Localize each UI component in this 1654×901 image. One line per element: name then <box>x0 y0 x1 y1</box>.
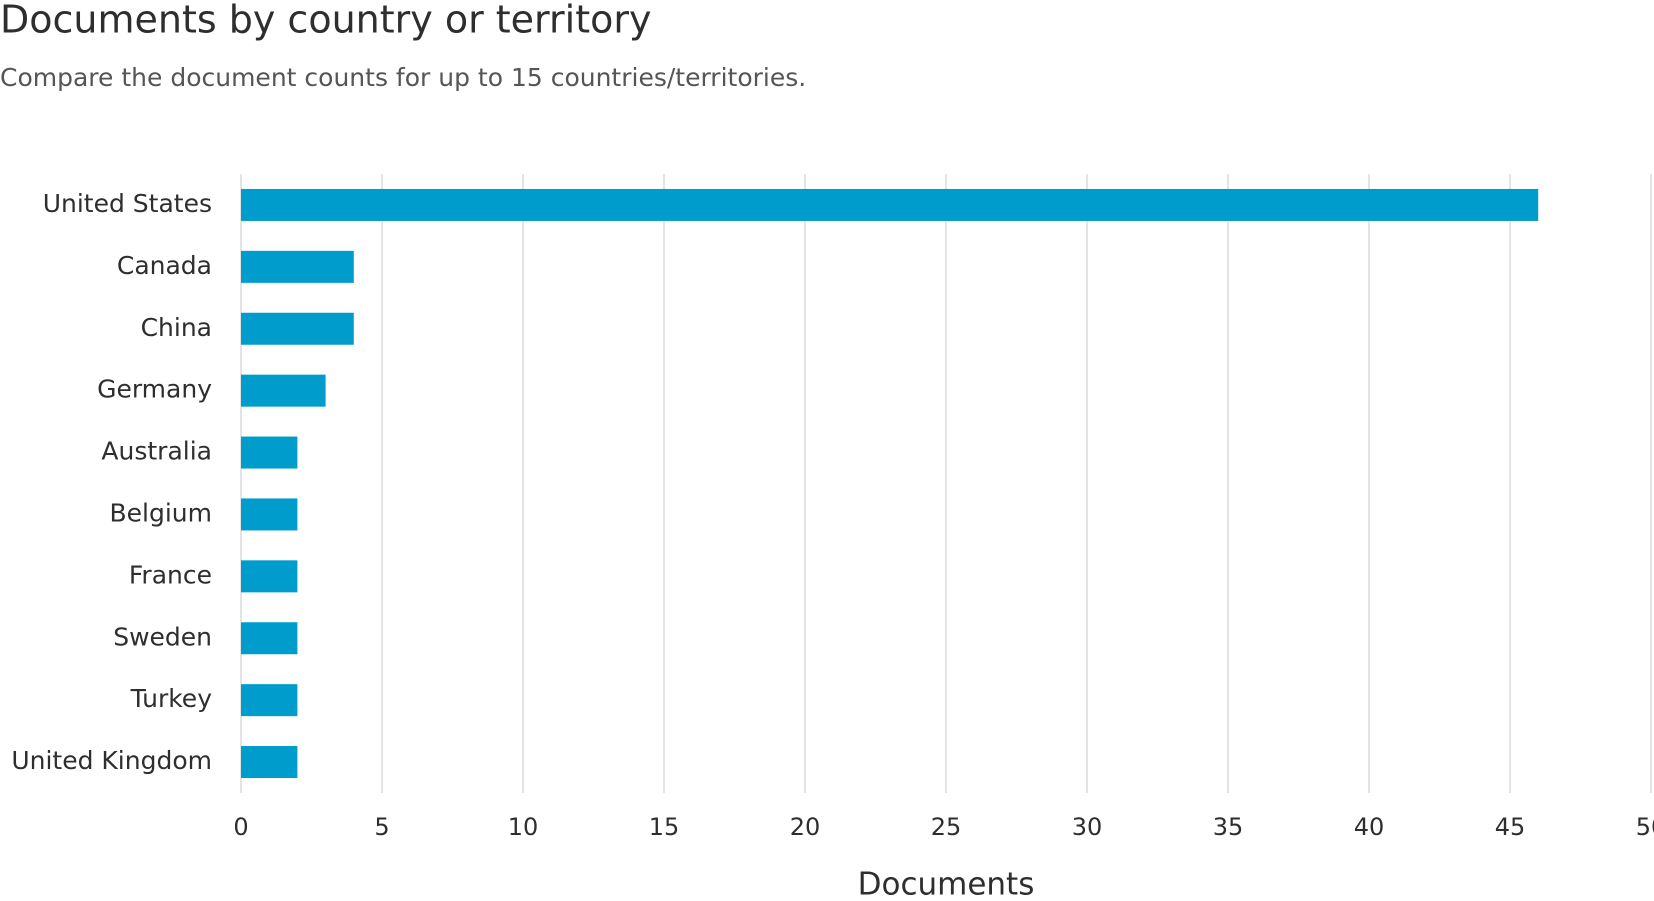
bar <box>241 498 298 531</box>
chart-title: Documents by country or territory <box>0 0 651 42</box>
y-tick-label: United States <box>43 189 212 218</box>
bar <box>241 250 354 283</box>
x-tick-label: 25 <box>931 813 962 841</box>
bar <box>241 622 298 655</box>
bar <box>241 188 1539 221</box>
bar <box>241 560 298 593</box>
x-tick-label: 0 <box>233 813 248 841</box>
y-tick-label: China <box>141 313 212 342</box>
y-tick-label: Germany <box>97 375 212 404</box>
x-tick-label: 10 <box>508 813 539 841</box>
x-tick-label: 15 <box>649 813 680 841</box>
x-tick-label: 5 <box>374 813 389 841</box>
y-tick-label: Belgium <box>110 498 213 527</box>
y-tick-label: Sweden <box>113 622 212 651</box>
y-tick-label: United Kingdom <box>11 746 212 775</box>
y-tick-label: France <box>129 560 212 589</box>
chart-subtitle: Compare the document counts for up to 15… <box>0 63 806 92</box>
bar <box>241 746 298 779</box>
y-tick-label: Australia <box>101 437 212 466</box>
y-tick-label: Canada <box>117 251 212 280</box>
y-tick-label: Turkey <box>130 684 213 713</box>
bar <box>241 312 354 345</box>
x-tick-label: 40 <box>1354 813 1385 841</box>
x-tick-label: 20 <box>790 813 821 841</box>
x-tick-label: 45 <box>1495 813 1526 841</box>
bar <box>241 436 298 469</box>
bar <box>241 374 326 407</box>
x-axis-label: Documents <box>858 867 1035 901</box>
x-tick-label: 35 <box>1213 813 1244 841</box>
x-tick-label: 30 <box>1072 813 1103 841</box>
bar <box>241 684 298 717</box>
x-tick-label: 50 <box>1636 813 1654 841</box>
